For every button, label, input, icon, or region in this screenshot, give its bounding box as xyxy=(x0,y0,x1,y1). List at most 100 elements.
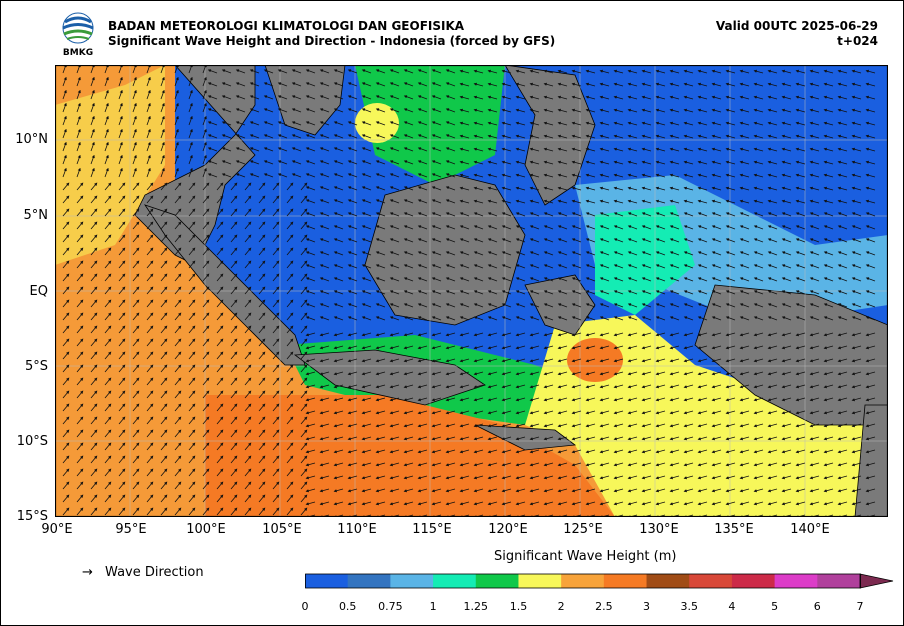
wave-arrow xyxy=(445,121,456,126)
wave-arrow xyxy=(767,160,778,165)
wave-arrow xyxy=(487,134,498,139)
wave-arrow xyxy=(473,95,484,100)
wave-arrow xyxy=(333,82,344,87)
wave-arrow xyxy=(781,147,792,152)
wave-arrow xyxy=(389,121,400,126)
wave-arrow xyxy=(515,160,526,165)
wave-arrow xyxy=(473,82,484,87)
wave-arrow xyxy=(781,82,792,87)
wave-arrow xyxy=(851,147,862,152)
wave-arrow xyxy=(221,121,232,126)
wave-arrow xyxy=(207,108,218,113)
wave-arrow xyxy=(104,154,109,165)
wave-arrow xyxy=(62,102,67,113)
wave-arrow xyxy=(202,182,210,191)
wave-arrow xyxy=(104,195,112,204)
wave-arrow xyxy=(305,121,316,126)
wave-arrow xyxy=(389,69,400,74)
wave-arrow xyxy=(543,108,554,113)
wave-arrow xyxy=(851,121,862,126)
wave-arrow xyxy=(361,147,372,152)
wave-arrow xyxy=(571,173,582,178)
wave-arrow xyxy=(767,134,778,139)
wave-arrow xyxy=(515,186,526,191)
wave-arrow xyxy=(263,82,274,87)
wave-arrow xyxy=(515,147,526,152)
wave-arrow xyxy=(823,69,834,74)
wave-arrow xyxy=(104,102,109,113)
lead-time: t+024 xyxy=(837,34,878,48)
wave-arrow xyxy=(244,182,252,191)
wave-arrow xyxy=(683,173,694,178)
lon-label: 140°E xyxy=(790,522,830,537)
wave-arrow xyxy=(781,69,792,74)
wave-arrow xyxy=(865,186,876,191)
wave-arrow xyxy=(543,147,554,152)
wave-arrow xyxy=(641,108,652,113)
wave-arrow xyxy=(865,82,876,87)
wave-arrow xyxy=(487,160,498,165)
wave-arrow xyxy=(711,160,722,165)
colorbar-swatch xyxy=(561,574,605,588)
wave-arrow xyxy=(403,160,414,165)
wave-arrow xyxy=(202,102,207,113)
lat-label: 5°N xyxy=(23,208,49,223)
wave-arrow xyxy=(459,173,470,178)
wave-arrow xyxy=(76,141,81,152)
wave-arrow xyxy=(62,154,67,165)
wave-arrow xyxy=(375,95,386,100)
wave-arrow xyxy=(697,95,708,100)
wave-arrow xyxy=(188,167,193,178)
wave-arrow xyxy=(263,173,274,178)
wave-arrow xyxy=(655,95,666,100)
wave-arrow xyxy=(286,195,294,204)
wave-arrow xyxy=(403,69,414,74)
wave-arrow xyxy=(795,186,806,191)
colorbar-swatch xyxy=(774,574,818,588)
wave-arrow xyxy=(557,160,568,165)
wave-arrow xyxy=(823,134,834,139)
wave-arrow xyxy=(188,102,193,113)
wave-arrow xyxy=(501,108,512,113)
wave-arrow xyxy=(753,121,764,126)
wave-arrow xyxy=(781,160,792,165)
wave-arrow xyxy=(132,128,137,139)
wave-arrow xyxy=(132,115,137,126)
wave-arrow xyxy=(739,186,750,191)
wave-arrow xyxy=(431,95,442,100)
wave-arrow xyxy=(837,95,848,100)
wave-arrow xyxy=(90,128,95,139)
wave-direction-label: Wave Direction xyxy=(105,565,204,580)
colorbar-tick-label: 5 xyxy=(771,600,779,613)
wave-arrow xyxy=(613,147,624,152)
wave-arrow xyxy=(216,195,224,204)
wave-arrow xyxy=(249,173,260,178)
wave-arrow xyxy=(118,195,126,204)
wave-arrow xyxy=(207,95,218,100)
wave-arrow xyxy=(174,195,182,204)
wave-arrow xyxy=(487,95,498,100)
wave-arrow xyxy=(459,147,470,152)
wave-arrow xyxy=(146,167,151,178)
wave-arrow xyxy=(753,147,764,152)
wave-arrow xyxy=(347,121,358,126)
wave-arrow xyxy=(272,182,280,191)
wave-arrow xyxy=(669,134,680,139)
wave-arrow xyxy=(851,108,862,113)
wave-arrow xyxy=(202,141,207,152)
wave-arrow xyxy=(473,134,484,139)
lat-label: 10°N xyxy=(15,132,48,147)
wave-arrow xyxy=(445,95,456,100)
wave-arrow xyxy=(697,82,708,87)
wave-arrow xyxy=(244,195,252,204)
wave-arrow xyxy=(76,195,84,204)
wave-arrow xyxy=(305,186,316,191)
wave-arrow xyxy=(90,167,95,178)
lon-label: 105°E xyxy=(262,522,302,537)
wave-arrow xyxy=(599,147,610,152)
wave-arrow xyxy=(697,173,708,178)
wave-arrow xyxy=(76,154,81,165)
wave-arrow xyxy=(202,154,207,165)
wave-arrow xyxy=(417,121,428,126)
wave-arrow xyxy=(529,134,540,139)
